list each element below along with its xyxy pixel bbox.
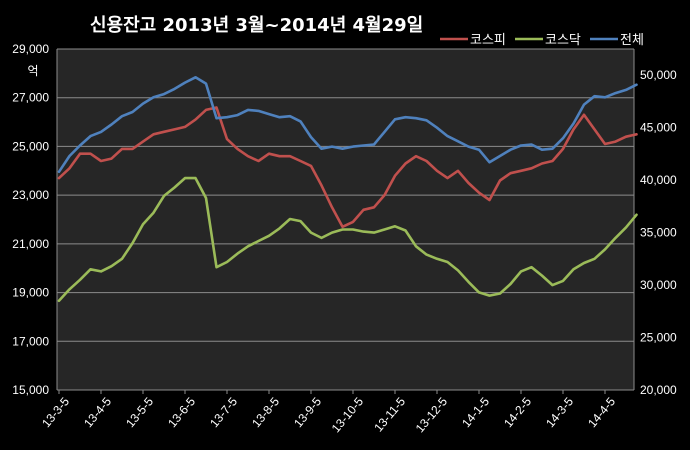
legend-label-total: 전체 xyxy=(620,33,644,48)
left-axis-tick-label: 27,000 xyxy=(12,91,49,105)
series-line-0 xyxy=(57,106,638,229)
left-axis-tick-label: 29,000 xyxy=(12,42,49,56)
right-axis-tick-label: 40,000 xyxy=(640,173,677,187)
left-axis-tick-label: 23,000 xyxy=(12,188,49,202)
series-line-2 xyxy=(57,76,638,174)
legend: 코스피 코스닥 전체 xyxy=(440,33,644,48)
right-axis-tick-label: 45,000 xyxy=(640,121,677,135)
series-line-1 xyxy=(57,176,638,303)
right-axis-tick-label: 30,000 xyxy=(640,278,677,292)
left-axis-tick-label: 21,000 xyxy=(12,237,49,251)
chart-title: 신용잔고 2013년 3월~2014년 4월29일 xyxy=(90,15,423,36)
right-axis-tick-label: 35,000 xyxy=(640,226,677,240)
right-axis-tick-label: 20,000 xyxy=(640,383,677,397)
right-axis-tick-label: 50,000 xyxy=(640,68,677,82)
plot-area xyxy=(57,49,634,390)
legend-label-kosdaq: 코스닥 xyxy=(545,33,581,48)
left-axis-tick-label: 17,000 xyxy=(12,334,49,348)
right-axis-tick-label: 25,000 xyxy=(640,331,677,345)
series-lines xyxy=(57,76,638,303)
legend-label-kospi: 코스피 xyxy=(470,33,506,48)
left-axis-tick-label: 25,000 xyxy=(12,139,49,153)
left-axis-tick-label: 15,000 xyxy=(12,383,49,397)
y-axis-unit-label: 억 xyxy=(27,64,38,78)
gridlines xyxy=(56,48,635,391)
left-axis-tick-label: 19,000 xyxy=(12,286,49,300)
